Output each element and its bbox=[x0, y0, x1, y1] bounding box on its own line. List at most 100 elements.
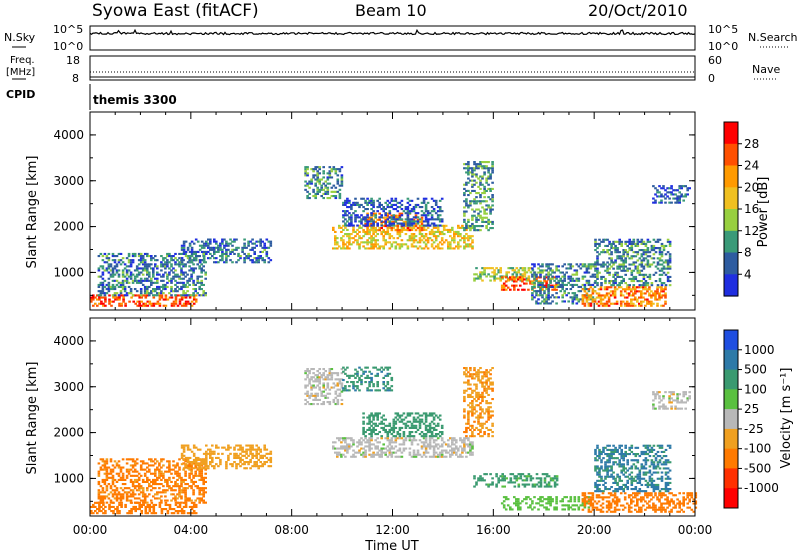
heatmap-cell bbox=[467, 181, 470, 184]
heatmap-cell bbox=[388, 216, 392, 219]
heatmap-cell bbox=[213, 252, 216, 255]
heatmap-cell bbox=[485, 179, 488, 182]
heatmap-cell bbox=[432, 233, 436, 236]
heatmap-cell bbox=[640, 284, 644, 287]
heatmap-cell bbox=[190, 304, 194, 307]
heatmap-cell bbox=[406, 218, 410, 221]
heatmap-cell bbox=[660, 199, 663, 202]
heatmap-cell bbox=[354, 239, 357, 242]
freq-label-2: [MHz] bbox=[6, 67, 35, 78]
heatmap-cell bbox=[604, 269, 607, 272]
heatmap-cell bbox=[469, 229, 472, 232]
heatmap-cell bbox=[422, 235, 426, 238]
heatmap-cell bbox=[101, 489, 105, 492]
heatmap-cell bbox=[477, 208, 480, 211]
heatmap-cell bbox=[198, 499, 201, 502]
heatmap-cell bbox=[97, 491, 101, 494]
heatmap-cell bbox=[424, 218, 428, 221]
heatmap-cell bbox=[605, 292, 609, 295]
heatmap-cell bbox=[251, 452, 254, 455]
heatmap-cell bbox=[318, 386, 321, 389]
heatmap-cell bbox=[617, 286, 621, 289]
heatmap-cell bbox=[543, 292, 546, 295]
heatmap-cell bbox=[422, 433, 426, 436]
heatmap-cell bbox=[372, 199, 375, 202]
heatmap-cell bbox=[434, 226, 438, 229]
heatmap-cell bbox=[172, 508, 176, 511]
heatmap-cell bbox=[662, 187, 665, 190]
heatmap-cell bbox=[150, 279, 153, 282]
heatmap-cell bbox=[583, 290, 587, 293]
heatmap-cell bbox=[666, 271, 670, 274]
heatmap-cell bbox=[141, 499, 145, 502]
heatmap-cell bbox=[386, 439, 390, 442]
heatmap-cell bbox=[368, 381, 371, 384]
heatmap-cell bbox=[158, 503, 162, 506]
heatmap-cell bbox=[372, 210, 375, 213]
heatmap-cell bbox=[182, 505, 186, 508]
heatmap-cell bbox=[622, 269, 625, 272]
heatmap-cell bbox=[459, 233, 462, 236]
heatmap-cell bbox=[402, 433, 406, 436]
heatmap-cell bbox=[358, 224, 361, 227]
heatmap-cell bbox=[587, 267, 591, 270]
heatmap-cell bbox=[666, 195, 669, 198]
heatmap-cell bbox=[471, 445, 474, 448]
heatmap-cell bbox=[408, 451, 412, 454]
heatmap-cell bbox=[545, 276, 548, 279]
heatmap-cell bbox=[188, 467, 192, 470]
heatmap-cell bbox=[376, 416, 379, 419]
heatmap-cell bbox=[111, 501, 115, 504]
heatmap-cell bbox=[207, 238, 210, 241]
heatmap-cell bbox=[217, 244, 220, 247]
heatmap-cell bbox=[400, 222, 404, 225]
heatmap-cell bbox=[352, 237, 355, 240]
heatmap-cell bbox=[154, 288, 157, 291]
heatmap-cell bbox=[610, 284, 613, 287]
heatmap-cell bbox=[527, 278, 530, 281]
heatmap-cell bbox=[412, 239, 416, 242]
heatmap-cell bbox=[245, 461, 248, 464]
heatmap-cell bbox=[410, 245, 414, 248]
heatmap-cell bbox=[372, 206, 375, 209]
heatmap-cell bbox=[569, 277, 573, 280]
heatmap-cell bbox=[368, 201, 371, 204]
heatmap-cell bbox=[120, 505, 123, 508]
heatmap-cell bbox=[269, 244, 273, 247]
heatmap-cell bbox=[392, 441, 396, 444]
heatmap-cell bbox=[127, 491, 131, 494]
heatmap-cell bbox=[225, 465, 228, 468]
heatmap-cell bbox=[184, 489, 187, 492]
heatmap-cell bbox=[322, 378, 325, 381]
heatmap-cell bbox=[424, 420, 428, 423]
heatmap-cell bbox=[112, 296, 115, 299]
heatmap-cell bbox=[340, 386, 344, 389]
heatmap-cell bbox=[192, 467, 196, 470]
heatmap-cell bbox=[354, 455, 357, 458]
heatmap-cell bbox=[113, 265, 117, 268]
heatmap-cell bbox=[449, 228, 452, 231]
heatmap-cell bbox=[440, 230, 444, 233]
heatmap-cell bbox=[263, 461, 266, 464]
heatmap-cell bbox=[640, 292, 643, 295]
heatmap-cell bbox=[386, 455, 390, 458]
heatmap-cell bbox=[612, 242, 615, 245]
heatmap-cell bbox=[400, 208, 404, 211]
heatmap-cell bbox=[133, 252, 137, 255]
heatmap-cell bbox=[186, 483, 189, 486]
heatmap-cell bbox=[127, 285, 131, 288]
heatmap-cell bbox=[332, 247, 335, 250]
heatmap-cell bbox=[310, 182, 313, 185]
heatmap-cell bbox=[168, 468, 171, 471]
heatmap-cell bbox=[469, 451, 472, 454]
heatmap-cell bbox=[469, 167, 472, 170]
heatmap-cell bbox=[575, 294, 579, 297]
heatmap-cell bbox=[465, 183, 468, 186]
heatmap-cell bbox=[251, 454, 254, 457]
heatmap-cell bbox=[487, 183, 490, 186]
heatmap-cell bbox=[596, 261, 599, 264]
heatmap-cell bbox=[111, 269, 115, 272]
heatmap-cell bbox=[432, 447, 436, 450]
heatmap-cell bbox=[200, 476, 203, 479]
heatmap-cell bbox=[344, 199, 347, 202]
